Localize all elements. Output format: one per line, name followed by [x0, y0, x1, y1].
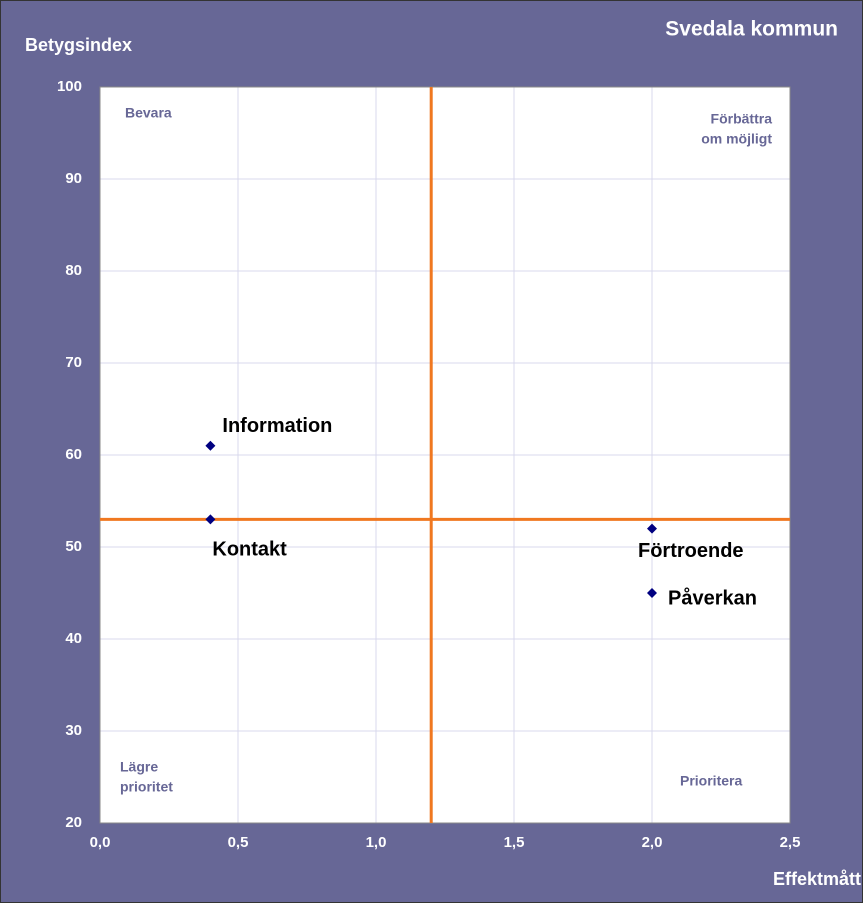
y-tick-label: 20	[65, 814, 82, 831]
quadrant-label: Prioritera	[680, 773, 742, 789]
quadrant-label: prioritet	[120, 779, 173, 795]
y-axis-label: Betygsindex	[25, 35, 132, 55]
point-label: Förtroende	[638, 540, 744, 562]
x-tick-label: 1,5	[504, 834, 525, 851]
x-tick-label: 2,5	[780, 834, 801, 851]
x-tick-label: 2,0	[642, 834, 663, 851]
point-label: Påverkan	[668, 586, 757, 609]
point-label: Kontakt	[212, 539, 287, 561]
y-tick-label: 80	[65, 262, 82, 279]
x-axis-label: Effektmått	[773, 869, 861, 889]
quadrant-label: Förbättra	[711, 111, 773, 127]
chart-title: Svedala kommun	[665, 18, 838, 41]
quadrant-label: Bevara	[125, 105, 172, 121]
x-tick-label: 0,0	[90, 834, 111, 851]
x-tick-label: 0,5	[228, 834, 249, 851]
y-tick-label: 30	[65, 722, 82, 739]
quadrant-label: Lägre	[120, 759, 158, 775]
y-tick-label: 60	[65, 446, 82, 463]
x-tick-label: 1,0	[366, 834, 387, 851]
y-tick-label: 70	[65, 354, 82, 371]
point	[647, 523, 657, 534]
quadrant-label: om möjligt	[701, 131, 772, 147]
y-tick-label: 90	[65, 170, 82, 187]
plot-border	[99, 86, 791, 824]
y-tick-label: 100	[57, 78, 82, 95]
point-label: Information	[222, 415, 332, 437]
y-tick-label: 40	[65, 630, 82, 647]
point	[205, 440, 216, 451]
y-tick-label: 50	[65, 538, 82, 555]
point	[647, 588, 657, 598]
point	[205, 514, 216, 525]
